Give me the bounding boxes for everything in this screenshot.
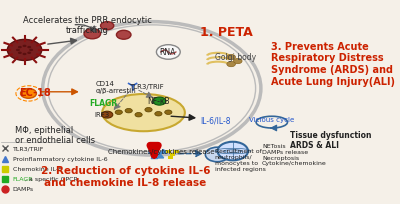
Text: NETosis
DAMPs release
Necroptosis
Cytokine/chemokine: NETosis DAMPs release Necroptosis Cytoki… (262, 143, 327, 165)
Circle shape (102, 112, 113, 119)
Text: 1. PETA: 1. PETA (200, 26, 252, 39)
Circle shape (153, 98, 166, 106)
Circle shape (18, 52, 22, 55)
Ellipse shape (102, 95, 185, 132)
Text: FLAGR: FLAGR (13, 176, 33, 181)
Polygon shape (157, 154, 164, 158)
Circle shape (84, 30, 100, 40)
Circle shape (116, 31, 131, 40)
Text: Tissue dysfunction
ARDS & ALI: Tissue dysfunction ARDS & ALI (290, 130, 371, 150)
Text: , a specific GPCR: , a specific GPCR (25, 176, 78, 181)
Circle shape (156, 45, 180, 60)
Text: FLAGR: FLAGR (89, 99, 117, 108)
Text: Chemokine IL-8: Chemokine IL-8 (13, 166, 62, 171)
Circle shape (234, 59, 242, 64)
Text: CD14
α/β-arrestin: CD14 α/β-arrestin (96, 80, 136, 93)
Text: IRF3: IRF3 (94, 111, 110, 117)
Polygon shape (148, 150, 155, 154)
Circle shape (135, 113, 142, 117)
FancyBboxPatch shape (174, 150, 179, 153)
Circle shape (22, 53, 26, 56)
Polygon shape (154, 152, 161, 156)
Circle shape (27, 52, 31, 55)
Circle shape (7, 40, 42, 61)
Circle shape (20, 89, 36, 99)
Circle shape (227, 55, 236, 60)
Circle shape (27, 47, 31, 49)
Text: 2. Reduction of cytokine IL-6
and chemokine IL-8 release: 2. Reduction of cytokine IL-6 and chemok… (41, 165, 210, 187)
Circle shape (227, 62, 236, 67)
Circle shape (145, 108, 152, 112)
Text: IL-6/IL-8: IL-6/IL-8 (201, 116, 231, 125)
Circle shape (125, 109, 132, 113)
Polygon shape (160, 150, 167, 154)
Circle shape (100, 22, 114, 31)
Text: MΦ, epithelial
or endothelial cells: MΦ, epithelial or endothelial cells (15, 125, 95, 144)
Text: DAMPs: DAMPs (13, 186, 34, 191)
Circle shape (115, 110, 122, 115)
Circle shape (165, 110, 172, 115)
Text: Chemokines/cytokines release: Chemokines/cytokines release (108, 149, 215, 155)
Circle shape (155, 112, 162, 116)
FancyBboxPatch shape (166, 150, 171, 153)
Text: RNA: RNA (160, 48, 176, 57)
Text: EC-18: EC-18 (20, 88, 51, 98)
FancyBboxPatch shape (170, 153, 175, 156)
Text: NF-κB: NF-κB (147, 96, 170, 105)
Text: TLR3/TRIF: TLR3/TRIF (13, 146, 44, 151)
Polygon shape (151, 155, 158, 159)
Circle shape (29, 50, 33, 52)
Text: 3. Prevents Acute
Respiratory Distress
Syndrome (ARDS) and
Acute Lung Injury(ALI: 3. Prevents Acute Respiratory Distress S… (271, 42, 395, 86)
FancyBboxPatch shape (168, 156, 173, 159)
Text: Golgi body: Golgi body (215, 52, 256, 61)
Text: Accelerates the PRR endocytic
trafficking: Accelerates the PRR endocytic traffickin… (23, 16, 152, 35)
Circle shape (22, 45, 26, 48)
Circle shape (16, 50, 20, 52)
Text: Vicious cycle: Vicious cycle (249, 116, 294, 122)
Circle shape (218, 142, 248, 161)
Circle shape (205, 147, 229, 162)
Text: TLR3/TRIF: TLR3/TRIF (129, 84, 164, 90)
Circle shape (18, 47, 22, 49)
Text: Proinflammatory cytokine IL-6: Proinflammatory cytokine IL-6 (13, 156, 107, 161)
Text: Recruitment of
neutrophils/
monocytes to
infected regions: Recruitment of neutrophils/ monocytes to… (215, 149, 266, 171)
